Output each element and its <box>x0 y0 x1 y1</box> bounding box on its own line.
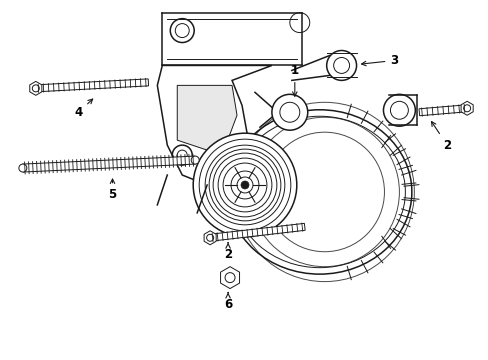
Polygon shape <box>220 267 239 289</box>
Circle shape <box>271 94 307 130</box>
Text: 6: 6 <box>224 292 232 311</box>
Polygon shape <box>460 101 472 115</box>
Text: 4: 4 <box>74 99 92 119</box>
Ellipse shape <box>227 110 411 274</box>
Circle shape <box>241 181 248 189</box>
Text: 3: 3 <box>361 54 398 67</box>
Polygon shape <box>157 66 271 185</box>
Circle shape <box>19 164 27 172</box>
Polygon shape <box>30 81 42 95</box>
Polygon shape <box>418 105 467 116</box>
Circle shape <box>383 94 414 126</box>
Text: 2: 2 <box>224 243 232 261</box>
Polygon shape <box>203 231 216 245</box>
Text: 2: 2 <box>430 122 450 152</box>
Circle shape <box>193 133 296 237</box>
Text: 1: 1 <box>290 64 298 96</box>
Polygon shape <box>36 79 148 92</box>
Circle shape <box>326 50 356 80</box>
Circle shape <box>191 156 199 164</box>
Polygon shape <box>177 85 237 155</box>
Polygon shape <box>209 223 305 241</box>
Text: 5: 5 <box>108 179 117 202</box>
Polygon shape <box>22 156 195 172</box>
Circle shape <box>230 171 259 199</box>
